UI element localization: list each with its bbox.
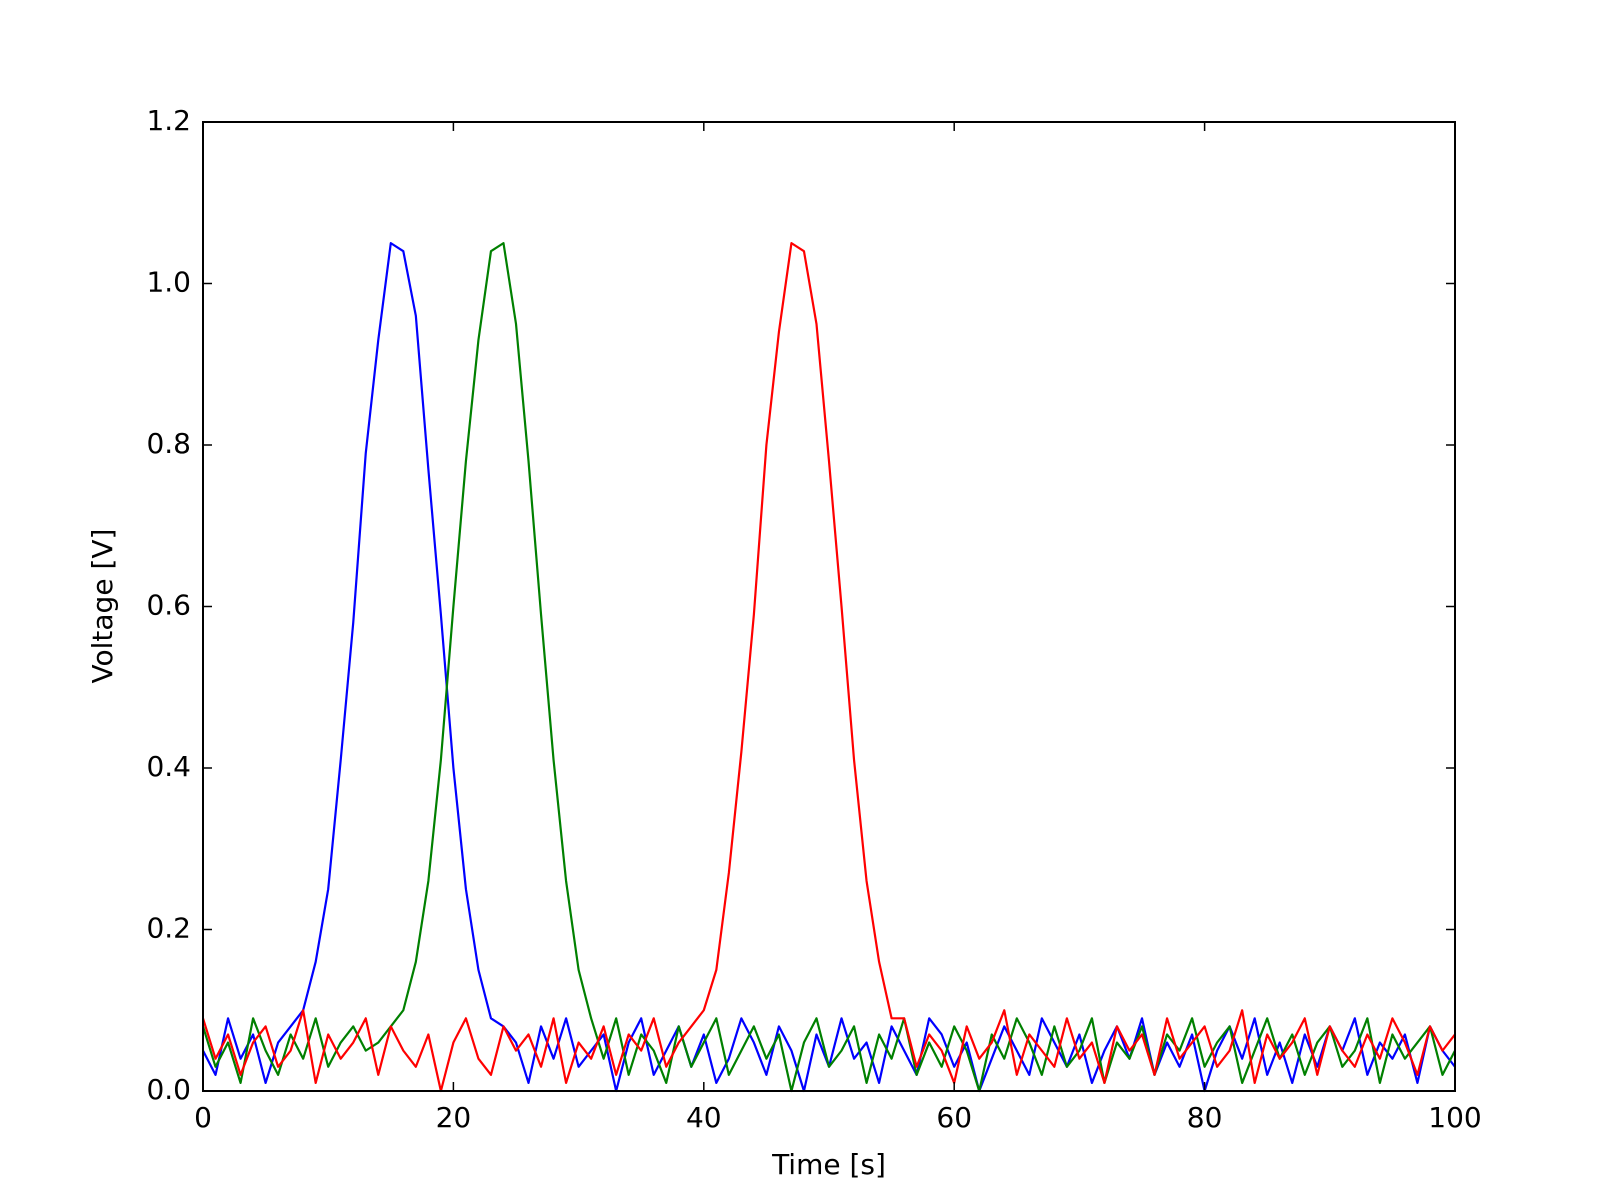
data-line xyxy=(201,242,1456,1093)
x-tick-label: 60 xyxy=(936,1101,972,1134)
x-tick-label: 100 xyxy=(1428,1101,1481,1134)
x-tick-label: 40 xyxy=(686,1101,722,1134)
x-tick-label: 0 xyxy=(194,1101,212,1134)
y-tick-label: 1.0 xyxy=(146,266,191,299)
x-tick-label: 20 xyxy=(436,1101,472,1134)
y-tick-label: 0.0 xyxy=(146,1073,191,1106)
y-tick-label: 1.2 xyxy=(146,104,191,137)
x-tick-label: 80 xyxy=(1187,1101,1223,1134)
y-axis-label: Voltage [V] xyxy=(86,529,119,684)
y-tick-label: 0.4 xyxy=(146,750,191,783)
data-line xyxy=(201,242,1456,1093)
plot-frame xyxy=(202,121,1456,1092)
data-line xyxy=(202,242,1456,1093)
y-tick-label: 0.8 xyxy=(146,427,191,460)
y-tick-label: 0.6 xyxy=(146,589,191,622)
y-tick-label: 0.2 xyxy=(146,912,191,945)
x-axis-label: Time [s] xyxy=(771,1148,886,1181)
